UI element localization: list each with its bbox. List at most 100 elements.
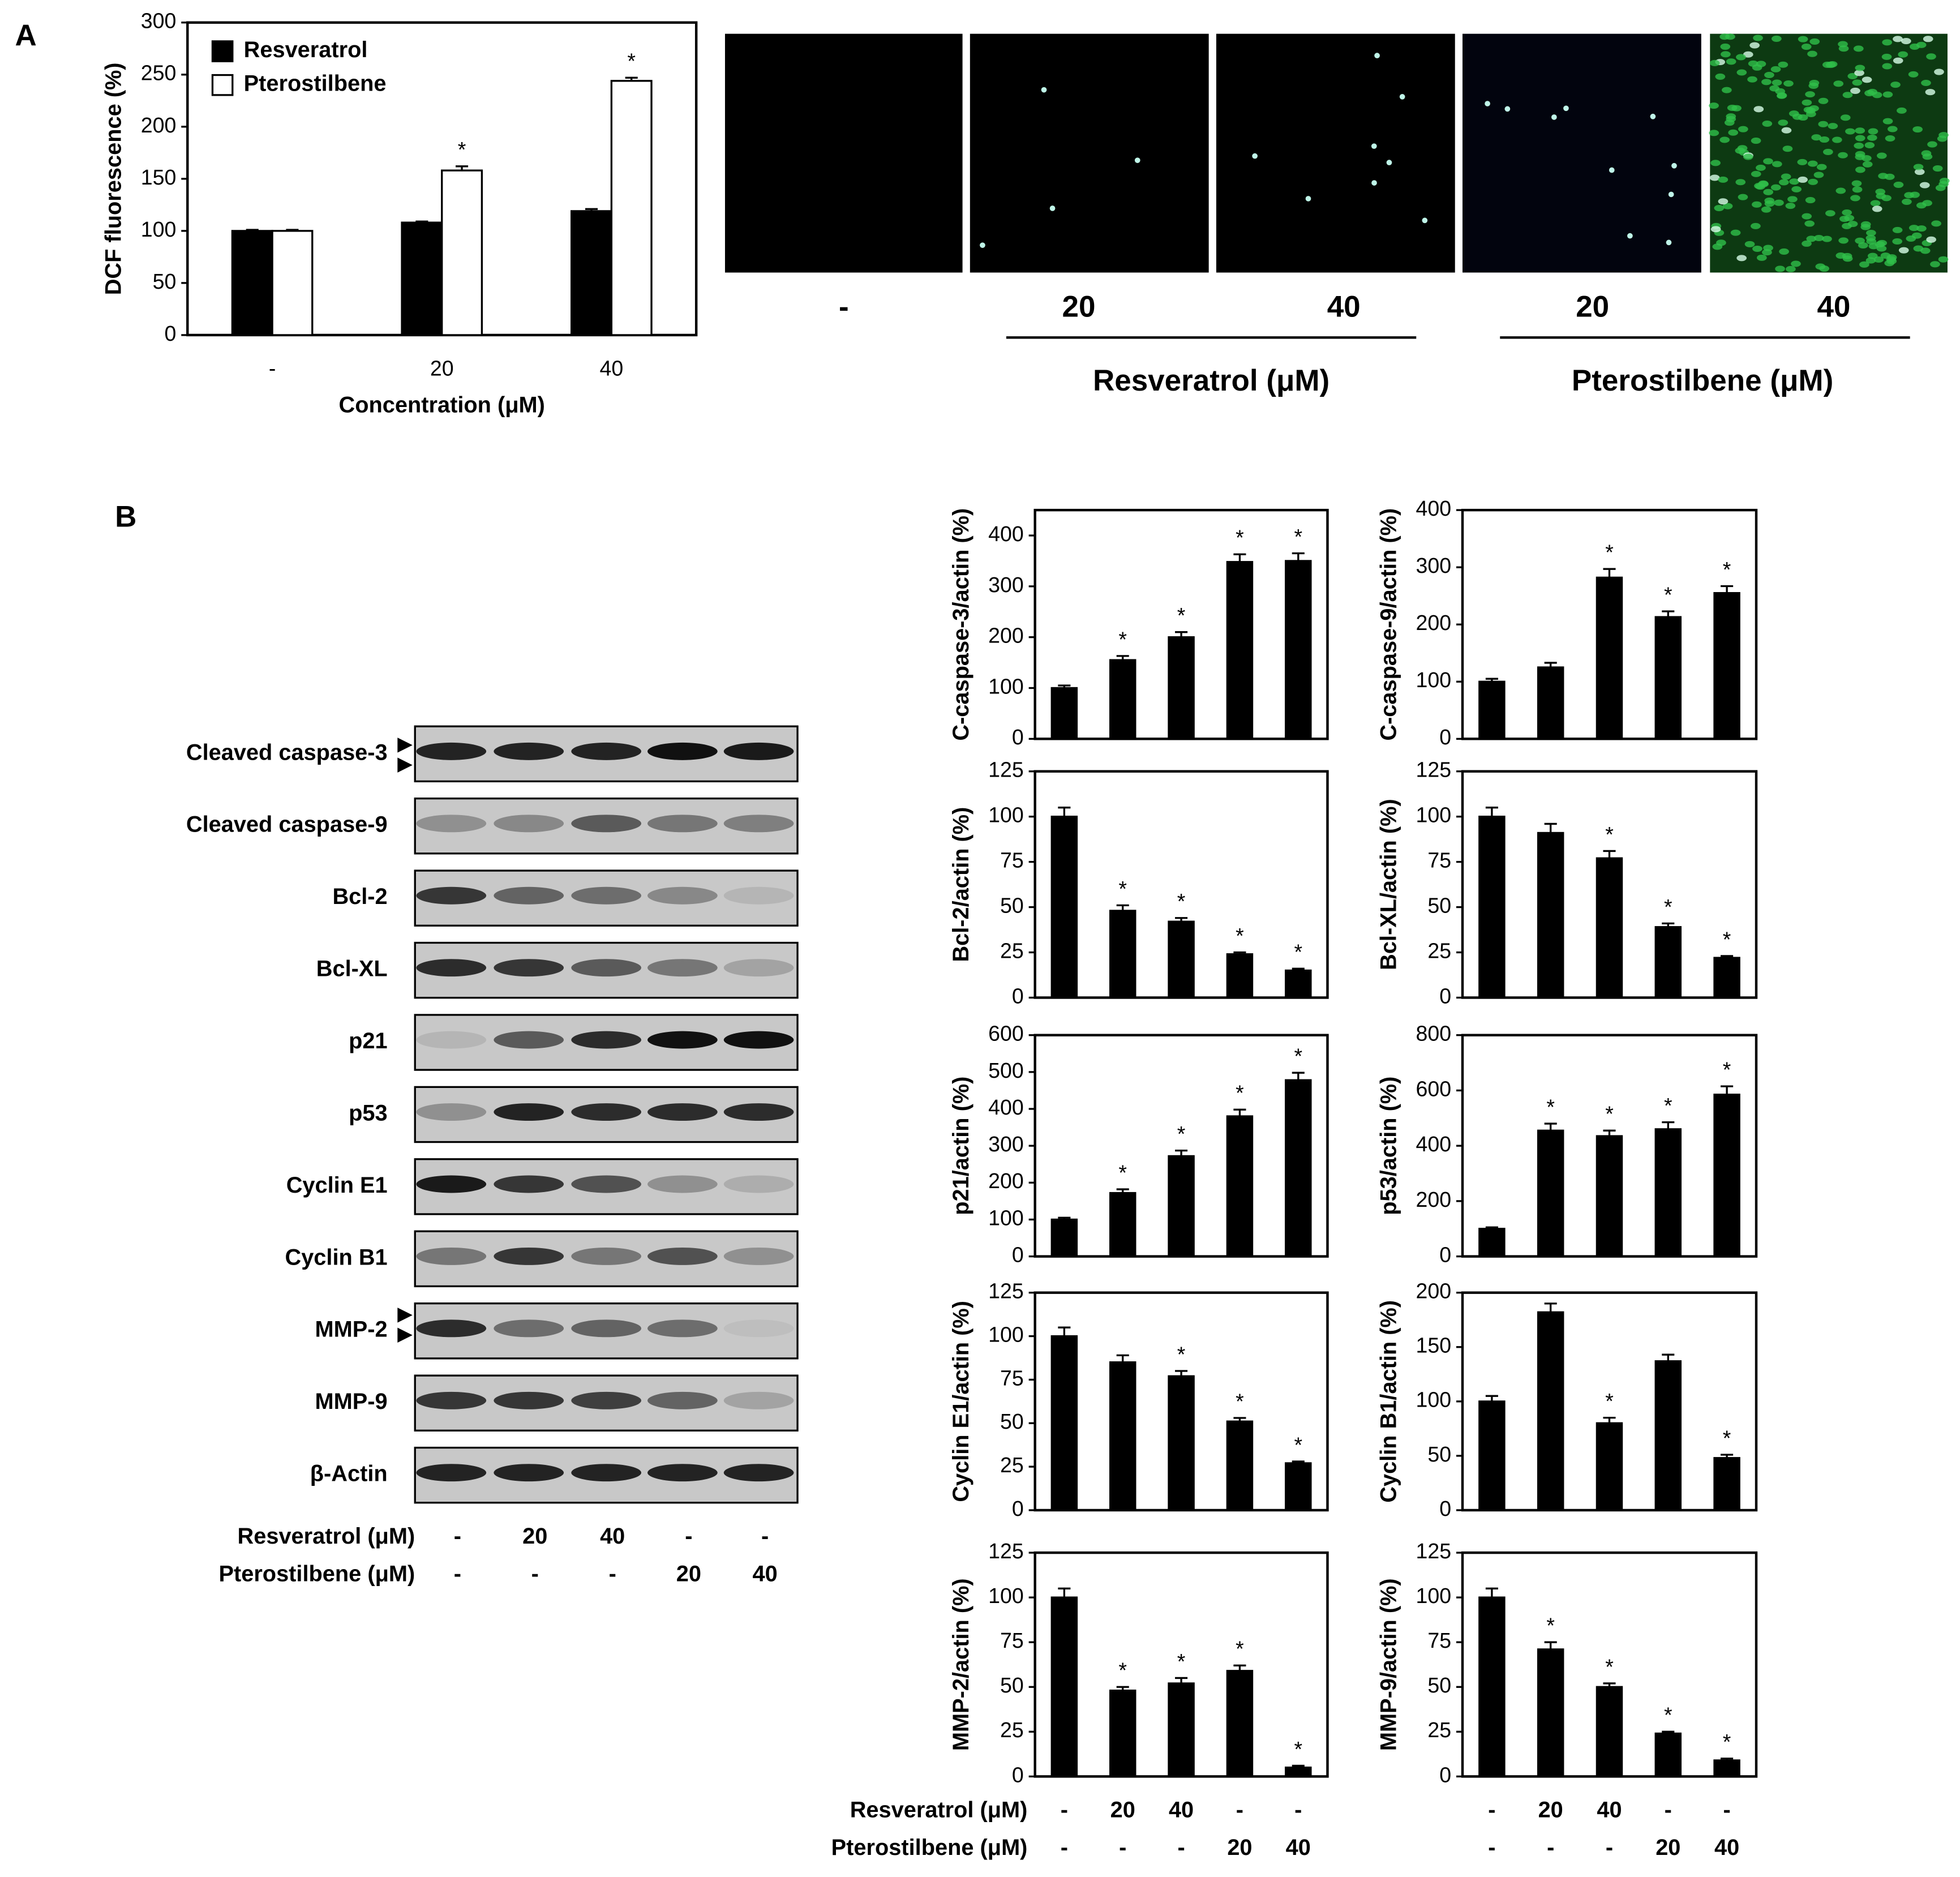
bar [1478, 1596, 1506, 1778]
cell-dot [1805, 197, 1816, 204]
cell-dot [1305, 196, 1311, 202]
group-label: Pterostilbene (μM) [1572, 364, 1833, 397]
error-bar [1721, 1085, 1734, 1095]
y-tick-label: 100 [988, 674, 1024, 698]
bar [1285, 969, 1312, 999]
band [416, 1247, 487, 1265]
cell-dot [1818, 97, 1829, 104]
cell-dot [1939, 177, 1950, 184]
band [571, 742, 641, 760]
cell-dot [1858, 242, 1868, 249]
band [647, 1319, 718, 1338]
cell-dot [1845, 128, 1855, 135]
significance: * [1664, 1703, 1672, 1727]
y-tick-label: 200 [1416, 611, 1451, 635]
micrograph-label: 20 [1576, 290, 1609, 324]
bar [1226, 1670, 1254, 1778]
band [723, 1031, 794, 1049]
band [723, 1319, 794, 1338]
band [723, 742, 794, 760]
bar [1109, 910, 1136, 999]
cell-dot [1715, 73, 1726, 80]
cell-dot [1749, 42, 1760, 49]
error-bar [1116, 655, 1129, 661]
significance: * [1723, 1730, 1731, 1754]
band [494, 1319, 564, 1338]
cell-dot [1756, 164, 1766, 171]
error-bar [1603, 850, 1616, 859]
cell-dot [1775, 265, 1785, 272]
bar [571, 210, 613, 336]
cell-dot [1668, 191, 1674, 198]
y-axis-label: Bcl-2/actin (%) [949, 807, 973, 962]
significance: * [1294, 1737, 1302, 1761]
cell-dot [1752, 201, 1762, 208]
bar [1168, 1682, 1195, 1778]
y-tick-label: 0 [1012, 1763, 1024, 1786]
y-axis-label: MMP-2/actin (%) [949, 1578, 973, 1751]
cell-dot [1399, 94, 1405, 100]
treatment-name: Resveratrol (μM) [850, 1798, 1028, 1823]
cell-dot [1753, 35, 1763, 41]
y-tick-label: 125 [1416, 758, 1451, 782]
y-tick-label: 50 [1000, 893, 1024, 917]
treatment-level: 20 [676, 1561, 701, 1586]
arrowhead [397, 738, 413, 753]
error-bar [1485, 1226, 1498, 1229]
micrograph-label: 20 [1062, 290, 1095, 324]
bar [1713, 1457, 1740, 1511]
cell-dot [1902, 198, 1912, 205]
bar [1285, 560, 1312, 740]
cell-dot [1386, 160, 1392, 166]
micrograph-label: 40 [1817, 290, 1850, 324]
cell-dot [1563, 105, 1569, 112]
bar [1713, 592, 1740, 740]
bar [1596, 1686, 1623, 1778]
band-label: Cleaved caspase-9 [186, 812, 388, 837]
cell-dot [1890, 82, 1901, 88]
y-tick-label: 125 [988, 758, 1024, 782]
error-bar [1116, 1354, 1129, 1362]
band [571, 886, 641, 905]
significance: * [1236, 526, 1244, 550]
y-tick-label: 50 [1427, 1673, 1451, 1697]
band [416, 886, 487, 905]
cell-dot [1728, 129, 1739, 136]
cell-dot [1727, 104, 1738, 112]
cell-dot [1855, 151, 1865, 157]
band [571, 1464, 641, 1482]
error-bar [1292, 967, 1305, 971]
band [647, 1031, 718, 1049]
cell-dot [1835, 187, 1846, 194]
cell-dot [1819, 136, 1830, 143]
cell-dot [1751, 138, 1761, 144]
cell-dot [1815, 263, 1826, 270]
error-bar [1544, 1641, 1557, 1649]
band [416, 1103, 487, 1121]
error-bar [1058, 1587, 1071, 1598]
cell-dot [1904, 192, 1914, 199]
y-tick-label: 0 [1012, 1243, 1024, 1267]
cell-dot [1865, 234, 1876, 241]
error-bar [1662, 1121, 1675, 1129]
y-tick-label: 100 [1416, 803, 1451, 827]
significance: * [1294, 940, 1302, 964]
bar [1478, 816, 1506, 999]
cell-dot [1783, 80, 1794, 87]
treatment-level: 40 [1714, 1835, 1739, 1860]
band [571, 815, 641, 833]
band [494, 886, 564, 905]
bar [1285, 1462, 1312, 1511]
error-bar [415, 220, 428, 223]
cell-dot [1719, 136, 1730, 143]
cell-dot [1764, 71, 1774, 78]
cell-dot [1854, 70, 1864, 76]
error-bar [1721, 585, 1734, 593]
cell-dot [1777, 92, 1787, 99]
treatment-level: - [1119, 1835, 1126, 1860]
treatment-level: 20 [522, 1524, 547, 1549]
arrowhead [397, 757, 413, 773]
cell-dot [1753, 106, 1764, 113]
band [571, 1175, 641, 1193]
y-tick-label: 300 [988, 1132, 1024, 1156]
